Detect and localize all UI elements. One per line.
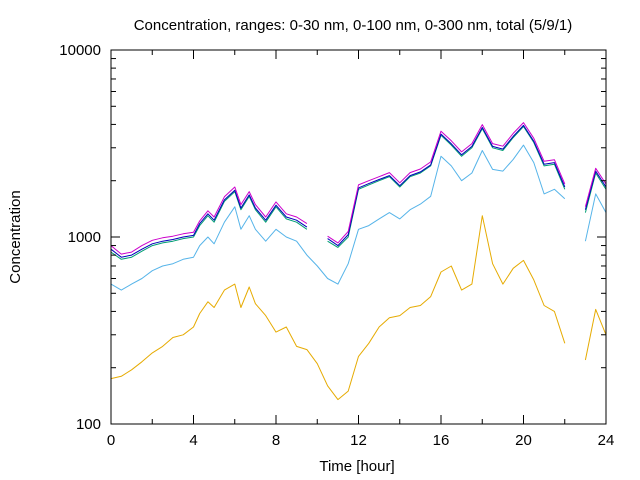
x-tick-label: 12	[350, 432, 367, 449]
series-line-4	[110, 124, 607, 258]
series-layer	[110, 122, 607, 401]
y-tick-label: 100	[76, 416, 101, 433]
x-axis-label: Time [hour]	[319, 458, 394, 475]
y-axis-label: Concentration	[7, 190, 24, 283]
y-tick-label: 10000	[59, 42, 101, 59]
x-tick-label: 24	[598, 432, 615, 449]
x-tick-label: 16	[433, 432, 450, 449]
x-tick-label: 4	[189, 432, 197, 449]
series-line-1	[110, 215, 607, 401]
ticks-layer: 0 4 8 12 16 20 24 100 1000 10000	[59, 42, 614, 449]
series-line-2	[110, 144, 607, 291]
series-line-5	[110, 122, 607, 255]
x-tick-label: 8	[272, 432, 280, 449]
y-tick-label: 1000	[68, 229, 101, 246]
x-tick-label: 20	[515, 432, 532, 449]
series-line-3	[110, 126, 607, 260]
x-tick-label: 0	[107, 432, 115, 449]
chart-title: Concentration, ranges: 0-30 nm, 0-100 nm…	[134, 17, 573, 34]
